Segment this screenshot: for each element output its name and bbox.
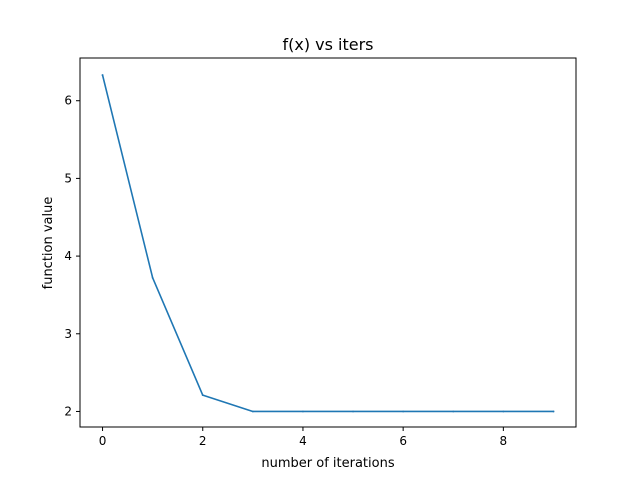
x-tick-label: 4 (299, 434, 307, 448)
series-line (101, 74, 555, 413)
series-layer (101, 74, 555, 413)
x-tick-label: 2 (199, 434, 207, 448)
data-point (352, 410, 354, 413)
y-tick-label: 6 (64, 94, 72, 108)
data-point (101, 74, 104, 76)
data-point (251, 410, 254, 413)
y-axis-label: function value (41, 197, 56, 290)
data-point (151, 276, 154, 279)
y-tick-label: 5 (64, 171, 72, 185)
data-point (502, 410, 505, 413)
data-point (201, 394, 204, 397)
y-tick-label: 4 (64, 249, 72, 263)
x-tick-label: 0 (99, 434, 107, 448)
y-tick-label: 2 (64, 404, 72, 418)
x-axis: 0 2 4 6 8 (99, 427, 507, 448)
data-point (302, 410, 304, 413)
x-tick-label: 8 (500, 434, 508, 448)
data-point (452, 410, 455, 413)
x-axis-label: number of iterations (261, 456, 394, 471)
x-tick-label: 6 (399, 434, 407, 448)
plot-frame (79, 57, 577, 428)
y-axis: 2 3 4 5 6 (64, 94, 80, 418)
data-point (552, 410, 555, 413)
y-tick-label: 3 (64, 327, 72, 341)
data-point (402, 410, 405, 413)
chart-title: f(x) vs iters (282, 35, 373, 54)
